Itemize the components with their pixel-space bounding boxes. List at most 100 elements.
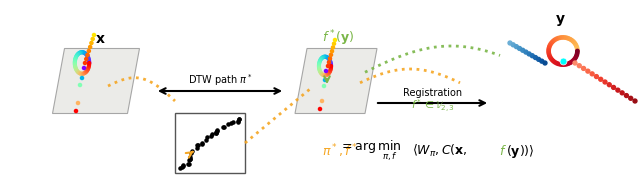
Point: [323, 56, 333, 59]
Point: [572, 51, 582, 54]
Point: [544, 52, 554, 55]
Text: $\langle W_\pi, C(\mathbf{x},$: $\langle W_\pi, C(\mathbf{x},$: [412, 143, 468, 159]
Point: [83, 55, 93, 58]
Point: [324, 71, 335, 74]
Point: [596, 78, 606, 81]
Point: [325, 69, 335, 72]
Point: [534, 58, 544, 61]
Point: [321, 70, 331, 72]
Point: [324, 70, 335, 73]
Point: [184, 162, 194, 165]
Point: [211, 130, 221, 133]
Point: [572, 50, 582, 52]
Point: [515, 47, 525, 50]
Point: [83, 67, 93, 70]
Point: [186, 151, 196, 154]
Point: [84, 65, 94, 68]
Point: [71, 55, 81, 58]
Point: [574, 64, 584, 67]
Point: [75, 72, 85, 75]
Point: [323, 56, 333, 59]
Point: [553, 37, 563, 40]
Point: [206, 134, 216, 137]
Point: [567, 60, 577, 63]
Point: [187, 150, 197, 153]
Point: [567, 39, 577, 42]
Point: [77, 51, 88, 54]
Bar: [175, 113, 245, 173]
Point: [524, 52, 534, 55]
Point: [197, 141, 207, 144]
Polygon shape: [295, 49, 377, 113]
Point: [82, 53, 92, 56]
Point: [327, 50, 337, 53]
Point: [318, 73, 328, 76]
Point: [234, 117, 244, 120]
Point: [196, 143, 207, 146]
Point: [527, 54, 538, 57]
Point: [202, 136, 212, 139]
Point: [70, 59, 80, 62]
Point: [319, 85, 329, 87]
Point: [220, 125, 230, 128]
Point: [326, 67, 336, 70]
Point: [562, 63, 572, 66]
Text: $f^*(\mathbf{y})$: $f^*(\mathbf{y})$: [322, 28, 354, 48]
Point: [321, 55, 331, 58]
Point: [547, 58, 557, 61]
Point: [324, 61, 334, 64]
Point: [228, 121, 238, 123]
Point: [211, 131, 221, 134]
Point: [319, 55, 329, 58]
Point: [323, 73, 333, 75]
Point: [544, 47, 554, 50]
Text: Registration: Registration: [403, 88, 463, 98]
Point: [225, 122, 236, 125]
Point: [587, 72, 597, 75]
Point: [70, 60, 80, 63]
Point: [560, 36, 570, 39]
Text: $\mathbf{y}$: $\mathbf{y}$: [555, 14, 565, 28]
Point: [316, 57, 326, 60]
Point: [81, 58, 92, 60]
Point: [74, 72, 84, 75]
Point: [322, 73, 332, 76]
Point: [322, 56, 332, 58]
Point: [88, 37, 98, 40]
Point: [565, 61, 575, 64]
Point: [86, 42, 97, 45]
Point: [324, 59, 335, 62]
Text: $f^* \in \mathbb{V}_{2,3}$: $f^* \in \mathbb{V}_{2,3}$: [411, 97, 455, 114]
Point: [545, 55, 555, 58]
Point: [609, 86, 619, 89]
Point: [315, 59, 325, 62]
Point: [70, 57, 81, 60]
Point: [324, 57, 334, 60]
Point: [70, 67, 81, 70]
Point: [551, 37, 561, 40]
Point: [80, 62, 90, 64]
Point: [201, 138, 211, 141]
Point: [84, 64, 94, 67]
Point: [177, 166, 187, 169]
Point: [81, 52, 91, 55]
Point: [212, 129, 222, 132]
Point: [73, 102, 83, 104]
Point: [192, 147, 202, 150]
Point: [193, 144, 203, 147]
Point: [570, 43, 580, 46]
Point: [83, 57, 93, 60]
Point: [70, 66, 81, 68]
Point: [557, 36, 567, 39]
Point: [70, 62, 80, 65]
Point: [77, 77, 87, 79]
Point: [211, 132, 221, 135]
Point: [79, 52, 90, 54]
Point: [316, 72, 326, 75]
Point: [326, 63, 336, 66]
Point: [546, 57, 556, 60]
Point: [175, 167, 186, 170]
Text: $(\mathbf{y}))\rangle$: $(\mathbf{y}))\rangle$: [506, 142, 534, 159]
Point: [76, 72, 86, 75]
Point: [72, 70, 83, 73]
